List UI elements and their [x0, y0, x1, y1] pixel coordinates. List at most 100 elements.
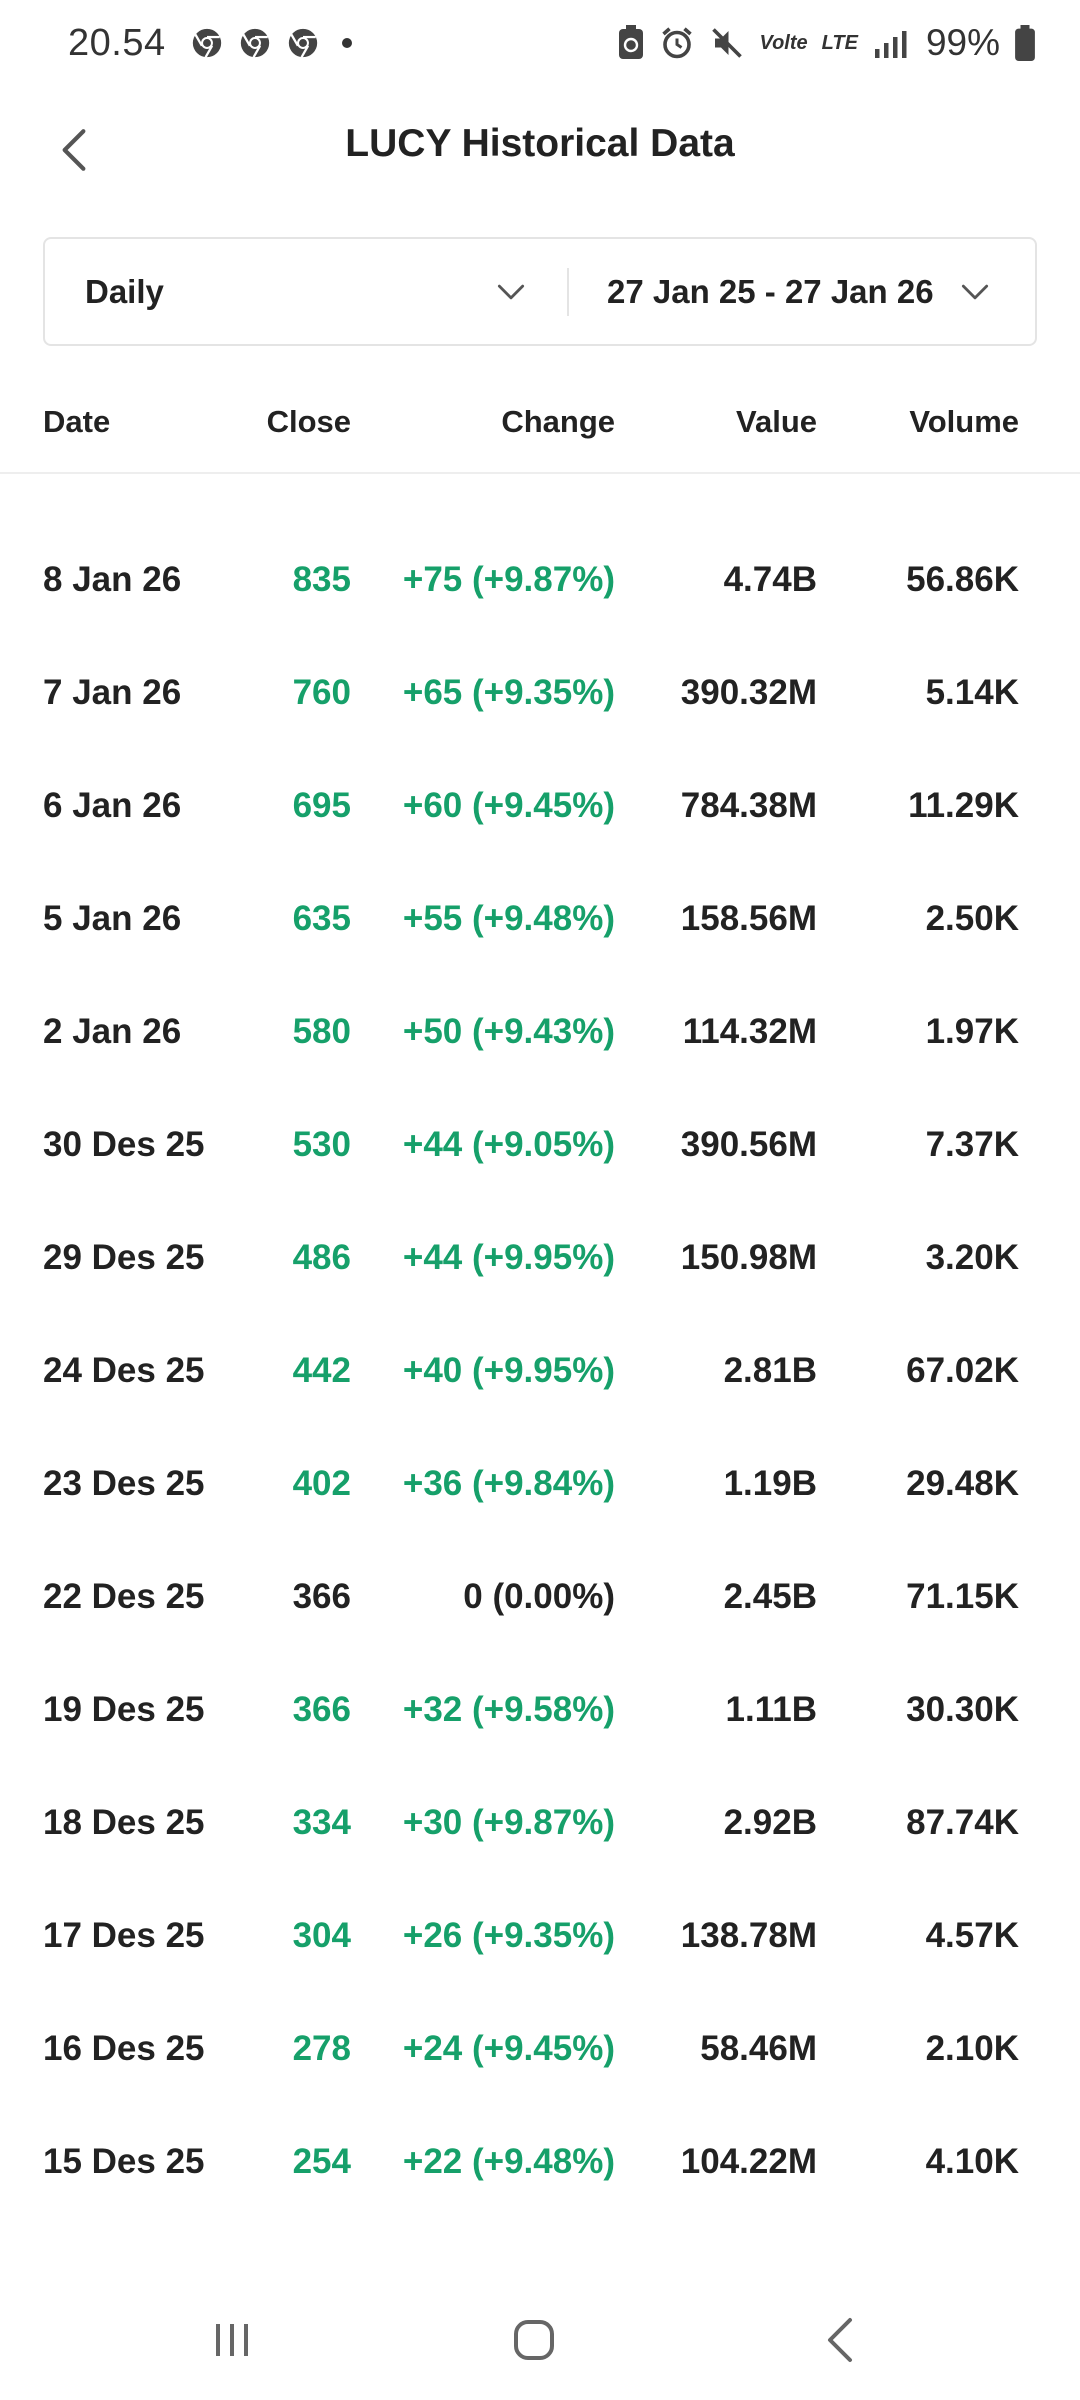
row-close: 580 — [292, 1012, 351, 1051]
row-date: 8 Jan 26 — [43, 560, 182, 599]
row-close: 402 — [292, 1464, 351, 1503]
row-volume: 3.20K — [925, 1238, 1019, 1277]
row-change: +75 (+9.87%) — [402, 560, 615, 599]
table-row[interactable]: 15 Des 25 254 +22 (+9.48%) 104.22M 4.10K — [0, 2105, 1080, 2218]
back-icon — [828, 2318, 852, 2362]
row-date: 2 Jan 26 — [43, 1012, 182, 1051]
row-change: +44 (+9.05%) — [402, 1125, 615, 1164]
row-volume: 71.15K — [906, 1577, 1019, 1616]
row-close: 254 — [292, 2142, 351, 2181]
row-value: 2.92B — [723, 1803, 817, 1842]
row-volume: 5.14K — [925, 673, 1019, 712]
alarm-icon — [662, 27, 693, 59]
recents-icon — [216, 2324, 248, 2356]
table-row[interactable]: 29 Des 25 486 +44 (+9.95%) 150.98M 3.20K — [0, 1201, 1080, 1314]
battery-percent: 99% — [925, 22, 1000, 63]
column-header-volume: Volume — [909, 404, 1019, 439]
row-value: 1.19B — [723, 1464, 817, 1503]
table-row[interactable]: 23 Des 25 402 +36 (+9.84%) 1.19B 29.48K — [0, 1427, 1080, 1540]
row-value: 138.78M — [680, 1916, 817, 1955]
back-button[interactable] — [44, 120, 104, 180]
table-row[interactable]: 2 Jan 26 580 +50 (+9.43%) 114.32M 1.97K — [0, 975, 1080, 1088]
chevron-down-icon — [497, 284, 525, 299]
table-row[interactable]: 18 Des 25 334 +30 (+9.87%) 2.92B 87.74K — [0, 1766, 1080, 1879]
row-close: 835 — [293, 476, 351, 514]
table-header: Date Close Change Value Volume — [0, 390, 1080, 474]
row-close: 366 — [292, 1577, 351, 1616]
row-change: +55 (+9.48%) — [402, 899, 615, 938]
table-row[interactable]: 5 Jan 26 635 +55 (+9.48%) 158.56M 2.50K — [0, 862, 1080, 975]
row-date: 15 Des 25 — [43, 2142, 205, 2181]
row-date: 9 Jan 26 — [43, 476, 181, 514]
signal-strength-icon — [874, 31, 907, 58]
clock: 20.54 — [68, 21, 166, 64]
chrome-notification-icon — [192, 28, 221, 58]
row-value: 114.32M — [682, 1012, 817, 1051]
period-dropdown-value: Daily — [85, 272, 164, 310]
table-row[interactable]: 17 Des 25 304 +26 (+9.35%) 138.78M 4.57K — [0, 1879, 1080, 1992]
table-body[interactable]: 9 Jan 26 835 8 Jan 26 835 +75 (+9.87%) 4.74… — [0, 476, 1080, 2236]
table-row[interactable]: 6 Jan 26 695 +60 (+9.45%) 784.38M 11.29K — [0, 749, 1080, 862]
battery-saver-icon — [619, 25, 644, 59]
row-volume: 2.10K — [925, 2029, 1019, 2068]
period-dropdown[interactable]: Daily — [45, 267, 569, 316]
row-volume: 7.37K — [925, 1125, 1019, 1164]
row-close: 442 — [292, 1351, 351, 1390]
volte-indicator: Volte — [759, 31, 808, 54]
row-change: +40 (+9.95%) — [402, 1351, 615, 1390]
column-header-close: Close — [266, 404, 351, 439]
status-bar-left: 20.54 — [68, 22, 352, 65]
row-date: 18 Des 25 — [43, 1803, 205, 1842]
row-volume: 1.97K — [925, 1012, 1019, 1051]
table-row[interactable]: 7 Jan 26 760 +65 (+9.35%) 390.32M 5.14K — [0, 636, 1080, 749]
chevron-left-icon — [62, 129, 86, 171]
row-change: +36 (+9.84%) — [402, 1464, 615, 1503]
mute-icon — [712, 28, 743, 58]
row-volume: 29.48K — [906, 1464, 1019, 1503]
row-change: +65 (+9.35%) — [402, 673, 615, 712]
row-close: 278 — [292, 2029, 351, 2068]
date-range-dropdown[interactable]: 27 Jan 25 - 27 Jan 26 — [569, 273, 1035, 311]
row-volume: 4.57K — [925, 1916, 1019, 1955]
table-row-partial: 9 Jan 26 835 — [0, 476, 1080, 514]
row-change: +30 (+9.87%) — [402, 1803, 615, 1842]
row-date: 5 Jan 26 — [43, 899, 182, 938]
lte-indicator: LTE — [821, 31, 858, 54]
row-value: 2.45B — [723, 1577, 817, 1616]
row-date: 17 Des 25 — [43, 1916, 205, 1955]
row-close: 635 — [292, 899, 351, 938]
table-row[interactable]: 16 Des 25 278 +24 (+9.45%) 58.46M 2.10K — [0, 1992, 1080, 2105]
app-header: LUCY Historical Data — [0, 100, 1080, 200]
row-date: 24 Des 25 — [43, 1351, 205, 1390]
row-value: 2.81B — [723, 1351, 817, 1390]
column-header-date: Date — [43, 404, 111, 439]
row-date: 19 Des 25 — [43, 1690, 205, 1729]
row-volume: 30.30K — [906, 1690, 1019, 1729]
date-range-value: 27 Jan 25 - 27 Jan 26 — [607, 272, 934, 310]
row-value: 390.32M — [680, 673, 817, 712]
table-row[interactable]: 24 Des 25 442 +40 (+9.95%) 2.81B 67.02K — [0, 1314, 1080, 1427]
row-change: +24 (+9.45%) — [402, 2029, 615, 2068]
table-row[interactable]: 30 Des 25 530 +44 (+9.05%) 390.56M 7.37K — [0, 1088, 1080, 1201]
row-close: 835 — [292, 560, 351, 599]
row-volume: 87.74K — [906, 1803, 1019, 1842]
row-close: 304 — [292, 1916, 351, 1955]
table-row[interactable]: 19 Des 25 366 +32 (+9.58%) 1.11B 30.30K — [0, 1653, 1080, 1766]
row-date: 22 Des 25 — [43, 1577, 205, 1616]
row-change: +32 (+9.58%) — [402, 1690, 615, 1729]
recents-button[interactable] — [192, 2300, 272, 2380]
status-bar-right: Volte LTE 99% — [617, 22, 1036, 64]
row-volume: 4.10K — [925, 2142, 1019, 2181]
row-value: 784.38M — [680, 786, 817, 825]
table-row[interactable]: 8 Jan 26 835 +75 (+9.87%) 4.74B 56.86K — [0, 523, 1080, 636]
chevron-down-icon — [961, 284, 989, 299]
row-value: 58.46M — [700, 2029, 817, 2068]
status-bar: 20.54 — [0, 0, 1080, 86]
row-change: +60 (+9.45%) — [402, 786, 615, 825]
row-value: 158.56M — [680, 899, 817, 938]
home-button[interactable] — [494, 2300, 574, 2380]
row-value: 150.98M — [680, 1238, 817, 1277]
nav-back-button[interactable] — [800, 2300, 880, 2380]
table-row[interactable]: 22 Des 25 366 0 (0.00%) 2.45B 71.15K — [0, 1540, 1080, 1653]
